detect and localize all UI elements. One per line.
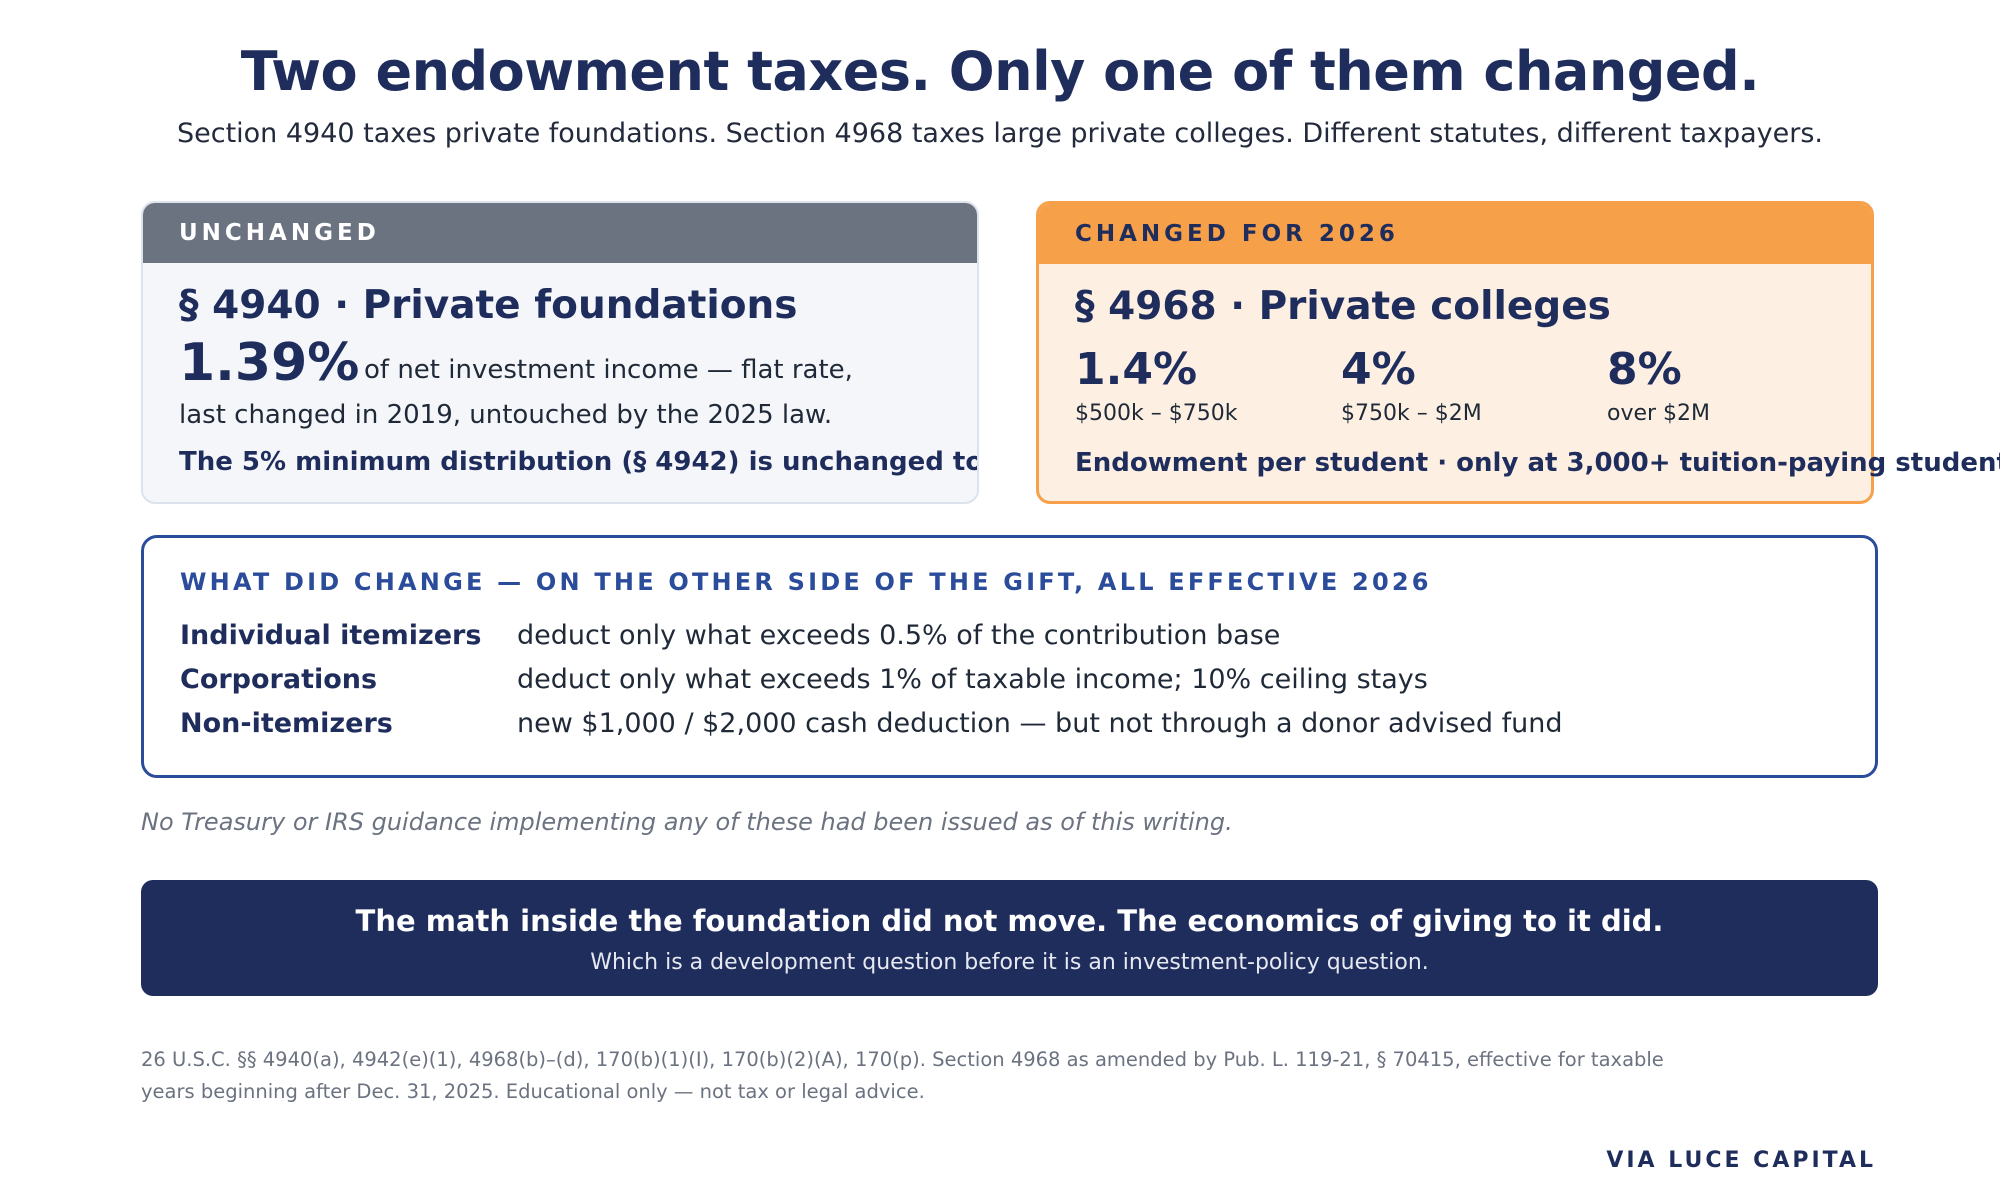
change-row-who: Individual itemizers xyxy=(180,620,482,651)
foundations-card: UNCHANGED § 4940 · Private foundations 1… xyxy=(141,201,979,504)
foundations-rate-description: of net investment income — flat rate, xyxy=(364,355,853,385)
tier-3: 8% over $2M xyxy=(1607,344,1710,426)
takeaway-subline: Which is a development question before i… xyxy=(590,950,1429,975)
minimum-distribution-note: The 5% minimum distribution (§ 4942) is … xyxy=(179,447,979,477)
source-credit: VIA LUCE CAPITAL xyxy=(1606,1148,1876,1173)
change-row: Corporations deduct only what exceeds 1% … xyxy=(180,664,1428,695)
unchanged-badge: UNCHANGED xyxy=(143,203,977,263)
tier-rate: 8% xyxy=(1607,344,1682,395)
tier-range: over $2M xyxy=(1607,401,1711,426)
change-row-who: Corporations xyxy=(180,664,378,695)
tier-range: $500k – $750k xyxy=(1075,401,1238,426)
citations-footnote: 26 U.S.C. §§ 4940(a), 4942(e)(1), 4968(b… xyxy=(141,1044,1741,1108)
change-row: Non-itemizers new $1,000 / $2,000 cash de… xyxy=(180,708,1563,739)
tier-rate: 4% xyxy=(1341,344,1416,395)
guidance-caveat: No Treasury or IRS guidance implementing… xyxy=(141,808,1233,836)
page-subtitle: Section 4940 taxes private foundations. … xyxy=(176,118,1824,149)
endowment-per-student-note: Endowment per student · only at 3,000+ t… xyxy=(1075,448,2000,478)
foundations-heading: § 4940 · Private foundations xyxy=(179,283,798,328)
tier-range: $750k – $2M xyxy=(1341,401,1482,426)
takeaway-headline: The math inside the foundation did not m… xyxy=(355,904,1664,938)
change-row-what: deduct only what exceeds 1% of taxable i… xyxy=(517,664,1428,695)
foundations-rate: 1.39% xyxy=(179,333,360,393)
tier-2: 4% $750k – $2M xyxy=(1341,344,1482,426)
changed-badge: CHANGED FOR 2026 xyxy=(1039,204,1871,264)
takeaway-banner: The math inside the foundation did not m… xyxy=(141,880,1878,996)
foundations-rate-history: last changed in 2019, untouched by the 2… xyxy=(179,400,833,430)
footnote-line: 26 U.S.C. §§ 4940(a), 4942(e)(1), 4968(b… xyxy=(141,1048,1664,1071)
tier-rate: 1.4% xyxy=(1075,344,1198,395)
change-row-who: Non-itemizers xyxy=(180,708,393,739)
change-row-what: new $1,000 / $2,000 cash deduction — but… xyxy=(517,708,1563,739)
tier-1: 1.4% $500k – $750k xyxy=(1075,344,1237,426)
colleges-heading: § 4968 · Private colleges xyxy=(1075,284,1611,329)
footnote-line: years beginning after Dec. 31, 2025. Edu… xyxy=(141,1080,925,1103)
what-changed-panel: WHAT DID CHANGE — ON THE OTHER SIDE OF T… xyxy=(141,535,1878,778)
colleges-card: CHANGED FOR 2026 § 4968 · Private colleg… xyxy=(1036,201,2000,504)
what-changed-heading: WHAT DID CHANGE — ON THE OTHER SIDE OF T… xyxy=(180,568,1432,596)
change-row-what: deduct only what exceeds 0.5% of the con… xyxy=(517,620,1281,651)
change-row: Individual itemizers deduct only what exc… xyxy=(180,620,1280,651)
page-title: Two endowment taxes. Only one of them ch… xyxy=(240,40,1760,103)
